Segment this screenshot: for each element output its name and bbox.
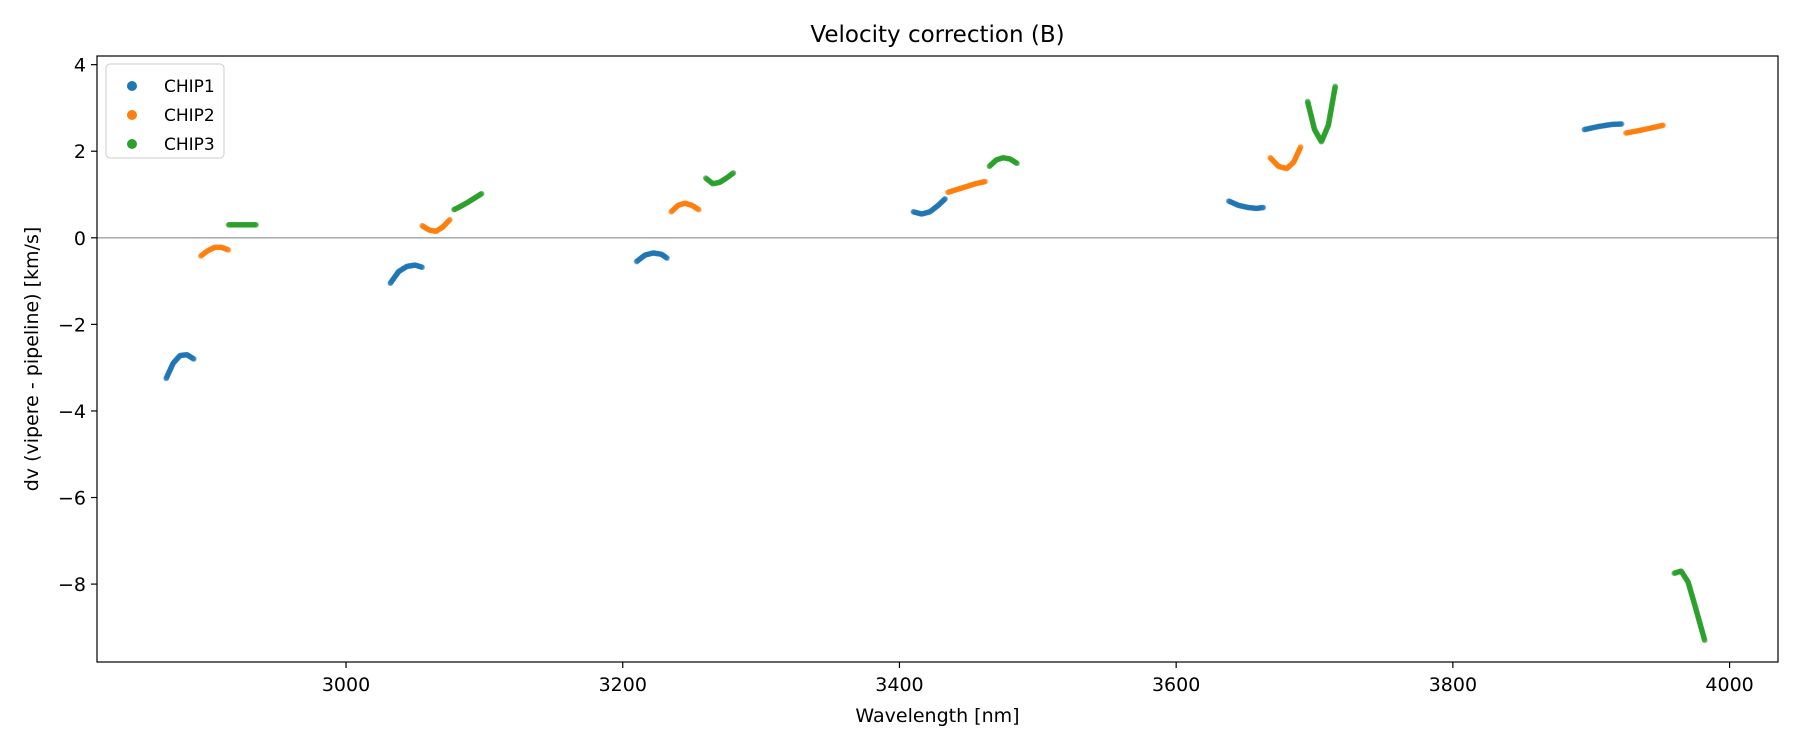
- y-tick-label: −2: [58, 314, 86, 336]
- y-tick-label: 4: [74, 55, 86, 77]
- series-segment: [1225, 198, 1267, 212]
- data-point: [1332, 83, 1339, 90]
- x-tick-label: 3600: [1152, 674, 1200, 696]
- x-tick-label: 3800: [1429, 674, 1477, 696]
- data-point: [1260, 204, 1267, 211]
- plot-frame: [96, 55, 1779, 663]
- data-point: [447, 216, 453, 223]
- series-segment: [702, 170, 737, 187]
- y-tick-label: 2: [74, 141, 86, 163]
- y-axis-label: dv (vipere - pipeline) [km/s]: [21, 227, 43, 492]
- legend: CHIP1 CHIP2 CHIP3: [105, 63, 225, 159]
- y-axis-ticks: 4 2 0 −2 −4 −6 −8: [58, 55, 97, 596]
- series-segment: [451, 190, 485, 213]
- legend-marker: [127, 139, 137, 149]
- series-chip1: [163, 121, 1625, 382]
- legend-item-chip2: CHIP2: [127, 106, 215, 126]
- data-point: [478, 190, 485, 197]
- data-point: [1660, 122, 1666, 129]
- legend-item-chip1: CHIP1: [127, 77, 215, 97]
- legend-label: CHIP2: [164, 106, 215, 126]
- series-segment: [1623, 122, 1666, 136]
- series-segment: [163, 351, 197, 382]
- x-tick-label: 3000: [322, 674, 370, 696]
- series-segment: [633, 250, 670, 265]
- data-point: [1618, 121, 1625, 127]
- data-point: [982, 178, 989, 185]
- x-axis-label: Wavelength [nm]: [855, 705, 1019, 727]
- y-tick-label: −6: [58, 488, 86, 510]
- legend-label: CHIP1: [164, 77, 215, 97]
- data-point: [942, 196, 948, 202]
- x-tick-label: 3400: [875, 674, 923, 696]
- data-point: [225, 247, 232, 253]
- series-segment: [387, 262, 425, 287]
- data-point: [253, 222, 259, 228]
- series-segment: [1581, 121, 1625, 133]
- series-chip2: [197, 122, 1666, 259]
- series-segment: [225, 222, 259, 228]
- x-tick-label: 4000: [1705, 674, 1753, 696]
- series-chip3: [225, 83, 1708, 644]
- chart-title: Velocity correction (B): [810, 22, 1064, 48]
- data-point: [730, 170, 737, 176]
- y-tick-label: −4: [58, 401, 86, 423]
- series-segment: [945, 178, 989, 196]
- y-tick-label: 0: [74, 228, 86, 250]
- data-point: [664, 255, 670, 261]
- series-segment: [986, 154, 1020, 170]
- x-tick-label: 3200: [599, 674, 647, 696]
- series-segment: [668, 200, 702, 215]
- series-segment: [1304, 83, 1339, 145]
- legend-marker: [127, 81, 137, 91]
- y-tick-label: −8: [58, 574, 86, 596]
- legend-marker: [127, 110, 137, 120]
- series-segment: [197, 244, 232, 259]
- series-segment: [419, 216, 453, 235]
- data-points-layer: [163, 83, 1708, 644]
- x-axis-ticks: 3000 3200 3400 3600 3800 4000: [322, 662, 1754, 696]
- series-segment: [1671, 568, 1708, 644]
- series-segment: [1267, 144, 1304, 172]
- data-point: [191, 356, 197, 362]
- legend-label: CHIP3: [164, 135, 215, 155]
- series-segment: [910, 196, 948, 217]
- data-point: [1701, 637, 1708, 644]
- data-point: [1014, 160, 1020, 167]
- data-point: [696, 206, 702, 213]
- legend-item-chip3: CHIP3: [127, 135, 215, 155]
- data-point: [419, 264, 425, 271]
- data-point: [1297, 144, 1304, 150]
